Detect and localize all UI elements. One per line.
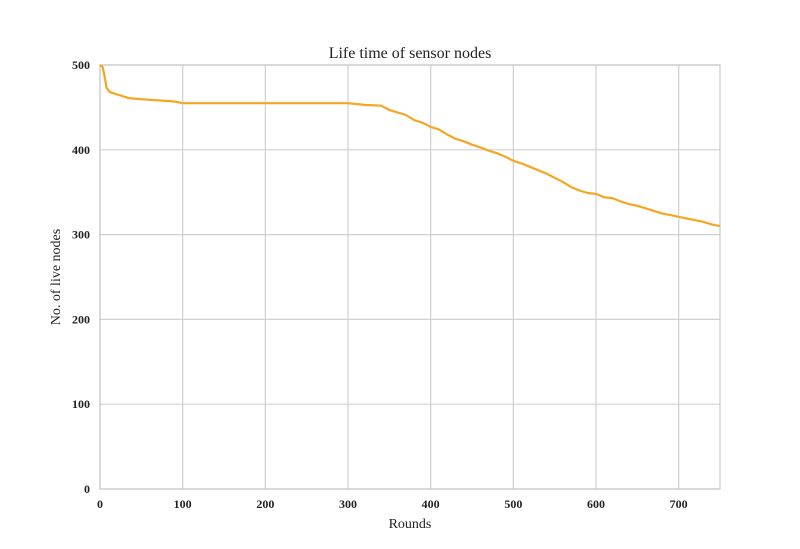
- x-tick-label: 200: [256, 497, 274, 511]
- x-tick-label: 500: [504, 497, 522, 511]
- x-axis-label: Rounds: [389, 517, 432, 532]
- x-tick-label: 0: [97, 497, 103, 511]
- y-axis-label: No. of live nodes: [49, 229, 64, 325]
- series-layer: [99, 64, 721, 228]
- y-tick-label: 200: [72, 312, 90, 326]
- y-axis-ticks: 0 100 200 300 400 500: [72, 58, 90, 496]
- x-tick-label: 700: [670, 497, 688, 511]
- y-tick-label: 500: [72, 58, 90, 72]
- grid: [99, 64, 720, 490]
- y-tick-label: 300: [72, 228, 90, 242]
- x-tick-label: 600: [587, 497, 605, 511]
- plot-frame: [99, 64, 721, 490]
- y-tick-label: 100: [72, 397, 90, 411]
- x-tick-label: 300: [339, 497, 357, 511]
- y-tick-label: 0: [84, 482, 90, 496]
- x-axis-ticks: 0 100 200 300 400 500 600 700: [97, 497, 688, 511]
- y-tick-label: 400: [72, 143, 90, 157]
- series-line: [99, 64, 721, 228]
- x-tick-label: 100: [174, 497, 192, 511]
- x-tick-label: 400: [422, 497, 440, 511]
- chart-title: Life time of sensor nodes: [329, 45, 492, 62]
